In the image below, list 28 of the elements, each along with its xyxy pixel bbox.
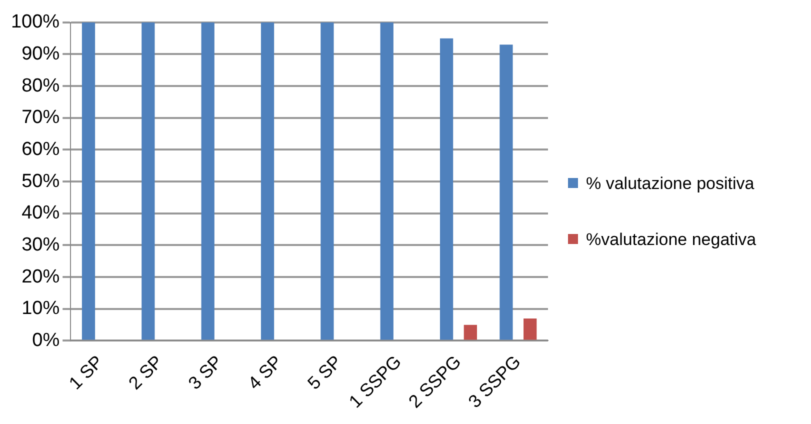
y-tick-label: 50% [22, 170, 60, 192]
y-tick-label: 60% [22, 138, 60, 160]
bar [320, 22, 334, 340]
legend-label: % valutazione positiva [586, 173, 754, 195]
bar [524, 318, 537, 340]
y-tick-label: 70% [22, 107, 60, 128]
x-tick-label: 4 SP [244, 352, 286, 394]
x-tick-label: 5 SP [304, 352, 346, 394]
x-tick-label: 3 SP [184, 352, 226, 394]
y-tick-label: 20% [22, 266, 60, 288]
bar [201, 22, 214, 340]
bar [500, 44, 513, 340]
bar [142, 22, 155, 340]
y-tick-label: 80% [22, 75, 60, 96]
x-tick-label: 2 SP [124, 352, 166, 394]
bar [82, 22, 96, 340]
bar [260, 22, 274, 340]
y-tick-label: 0% [32, 330, 60, 351]
y-tick-label: 100% [10, 12, 60, 33]
y-tick-label: 10% [22, 298, 60, 320]
bar [440, 38, 454, 340]
bar [380, 22, 394, 340]
y-tick-label: 30% [22, 234, 60, 256]
bar [464, 324, 477, 340]
y-tick-label: 40% [22, 202, 60, 224]
y-tick-label: 90% [22, 43, 60, 64]
legend-label: %valutazione negativa [586, 229, 756, 251]
x-tick-label: 1 SP [65, 352, 107, 394]
